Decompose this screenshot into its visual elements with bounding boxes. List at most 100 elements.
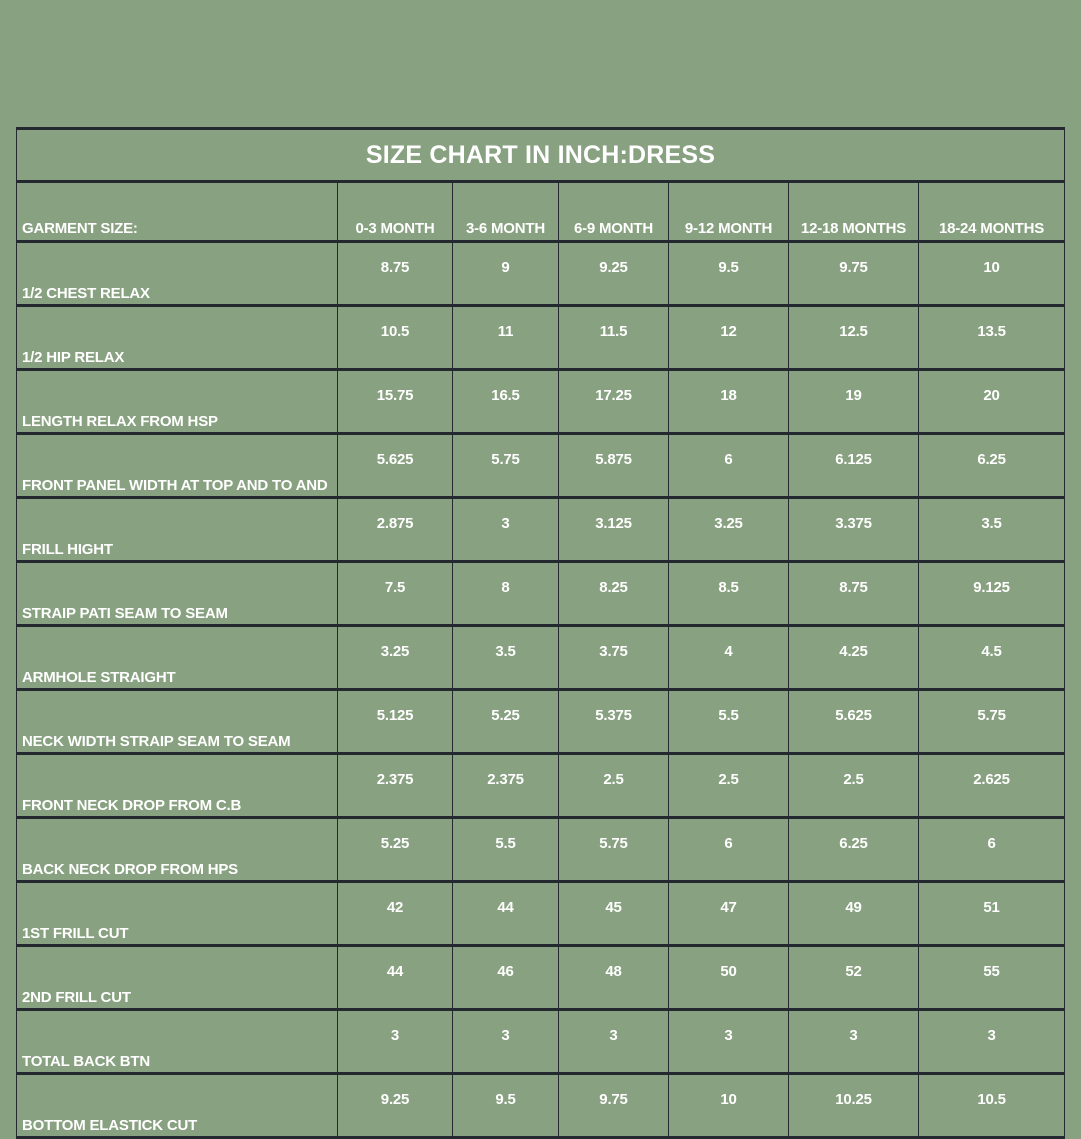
measurement-value: 17.25 <box>558 368 669 435</box>
measurement-value: 3.125 <box>558 496 669 563</box>
header-column: 12-18 MONTHS <box>788 180 919 243</box>
measurement-value: 48 <box>558 944 669 1011</box>
measurement-value: 4.25 <box>788 624 919 691</box>
measurement-value: 10.25 <box>788 1072 919 1139</box>
measurement-value: 44 <box>452 880 559 947</box>
measurement-value: 2.5 <box>558 752 669 819</box>
measurement-value: 5.625 <box>788 688 919 755</box>
table-row: TOTAL BACK BTN 3 3 3 3 3 3 <box>16 1008 1066 1075</box>
measurement-value: 7.5 <box>337 560 453 627</box>
measurement-value: 3 <box>788 1008 919 1075</box>
header-column: 9-12 MONTH <box>668 180 789 243</box>
table-row: 1/2 HIP RELAX 10.5 11 11.5 12 12.5 13.5 <box>16 304 1066 371</box>
table-row: NECK WIDTH STRAIP SEAM TO SEAM 5.125 5.25 5… <box>16 688 1066 755</box>
table-row: 1ST FRILL CUT 42 44 45 47 49 51 <box>16 880 1066 947</box>
measurement-value: 3 <box>668 1008 789 1075</box>
measurement-value: 3.5 <box>917 496 1066 563</box>
measurement-value: 19 <box>788 368 919 435</box>
measurement-value: 16.5 <box>452 368 559 435</box>
measurement-value: 6.25 <box>788 816 919 883</box>
table-row: ARMHOLE STRAIGHT 3.25 3.5 3.75 4 4.25 4.5 <box>16 624 1066 691</box>
row-label: 1ST FRILL CUT <box>16 880 338 947</box>
measurement-value: 10 <box>917 240 1066 307</box>
measurement-value: 20 <box>917 368 1066 435</box>
measurement-value: 13.5 <box>917 304 1066 371</box>
row-label: TOTAL BACK BTN <box>16 1008 338 1075</box>
measurement-value: 47 <box>668 880 789 947</box>
row-label: 2ND FRILL CUT <box>16 944 338 1011</box>
measurement-value: 5.875 <box>558 432 669 499</box>
table-row: FRILL HIGHT 2.875 3 3.125 3.25 3.375 3.5 <box>16 496 1066 563</box>
measurement-value: 6.125 <box>788 432 919 499</box>
table-row: 2ND FRILL CUT 44 46 48 50 52 55 <box>16 944 1066 1011</box>
measurement-value: 3.75 <box>558 624 669 691</box>
row-label: BACK NECK DROP FROM HPS <box>16 816 338 883</box>
table-row: BACK NECK DROP FROM HPS 5.25 5.5 5.75 6 6.25 6 <box>16 816 1066 883</box>
measurement-value: 15.75 <box>337 368 453 435</box>
row-label: FRONT PANEL WIDTH AT TOP AND TO AND <box>16 432 338 499</box>
measurement-value: 50 <box>668 944 789 1011</box>
size-chart-table: SIZE CHART IN INCH:DRESS GARMENT SIZE: 0… <box>15 127 1066 1139</box>
measurement-value: 51 <box>917 880 1066 947</box>
page-background: { "page": { "background_color": "#88a180… <box>15 127 1066 1139</box>
measurement-value: 10.5 <box>917 1072 1066 1139</box>
table-row: FRONT PANEL WIDTH AT TOP AND TO AND 5.625… <box>16 432 1066 499</box>
measurement-value: 3.25 <box>337 624 453 691</box>
header-column: 6-9 MONTH <box>558 180 669 243</box>
measurement-value: 5.375 <box>558 688 669 755</box>
measurement-value: 8.75 <box>337 240 453 307</box>
measurement-value: 9.125 <box>917 560 1066 627</box>
measurement-value: 5.25 <box>337 816 453 883</box>
measurement-value: 4.5 <box>917 624 1066 691</box>
row-label: FRILL HIGHT <box>16 496 338 563</box>
table-row: FRONT NECK DROP FROM C.B 2.375 2.375 2.5 2.5… <box>16 752 1066 819</box>
measurement-value: 10.5 <box>337 304 453 371</box>
measurement-value: 9.25 <box>558 240 669 307</box>
measurement-value: 2.875 <box>337 496 453 563</box>
measurement-value: 12.5 <box>788 304 919 371</box>
row-label: LENGTH RELAX FROM HSP <box>16 368 338 435</box>
measurement-value: 3 <box>337 1008 453 1075</box>
measurement-value: 5.625 <box>337 432 453 499</box>
header-column: 18-24 MONTHS <box>917 180 1066 243</box>
header-column: 3-6 MONTH <box>452 180 559 243</box>
measurement-value: 9 <box>452 240 559 307</box>
row-label: BOTTOM ELASTICK CUT <box>16 1072 338 1139</box>
measurement-value: 3 <box>558 1008 669 1075</box>
table-row: LENGTH RELAX FROM HSP 15.75 16.5 17.25 18 19 2… <box>16 368 1066 435</box>
header-column: 0-3 MONTH <box>337 180 453 243</box>
row-label: NECK WIDTH STRAIP SEAM TO SEAM <box>16 688 338 755</box>
measurement-value: 9.25 <box>337 1072 453 1139</box>
measurement-value: 2.625 <box>917 752 1066 819</box>
measurement-value: 52 <box>788 944 919 1011</box>
measurement-value: 3 <box>452 496 559 563</box>
measurement-value: 42 <box>337 880 453 947</box>
measurement-value: 5.25 <box>452 688 559 755</box>
measurement-value: 18 <box>668 368 789 435</box>
header-garment-size: GARMENT SIZE: <box>16 180 338 243</box>
measurement-value: 6.25 <box>917 432 1066 499</box>
measurement-value: 55 <box>917 944 1066 1011</box>
table-row: STRAIP PATI SEAM TO SEAM 7.5 8 8.25 8.5 8.75 9… <box>16 560 1066 627</box>
measurement-value: 5.75 <box>452 432 559 499</box>
measurement-value: 5.75 <box>917 688 1066 755</box>
measurement-value: 8.25 <box>558 560 669 627</box>
measurement-value: 44 <box>337 944 453 1011</box>
measurement-value: 4 <box>668 624 789 691</box>
table-header-row: GARMENT SIZE: 0-3 MONTH 3-6 MONTH 6-9 MONT… <box>16 180 1066 243</box>
row-label: 1/2 HIP RELAX <box>16 304 338 371</box>
measurement-value: 46 <box>452 944 559 1011</box>
measurement-value: 11 <box>452 304 559 371</box>
table-row: BOTTOM ELASTICK CUT 9.25 9.5 9.75 10 10.25 10.… <box>16 1072 1066 1139</box>
measurement-value: 8.5 <box>668 560 789 627</box>
measurement-value: 3 <box>917 1008 1066 1075</box>
measurement-value: 3 <box>452 1008 559 1075</box>
measurement-value: 9.5 <box>452 1072 559 1139</box>
measurement-value: 3.5 <box>452 624 559 691</box>
row-label: 1/2 CHEST RELAX <box>16 240 338 307</box>
measurement-value: 5.125 <box>337 688 453 755</box>
row-label: ARMHOLE STRAIGHT <box>16 624 338 691</box>
table-title: SIZE CHART IN INCH:DRESS <box>15 127 1066 183</box>
row-label: FRONT NECK DROP FROM C.B <box>16 752 338 819</box>
measurement-value: 10 <box>668 1072 789 1139</box>
